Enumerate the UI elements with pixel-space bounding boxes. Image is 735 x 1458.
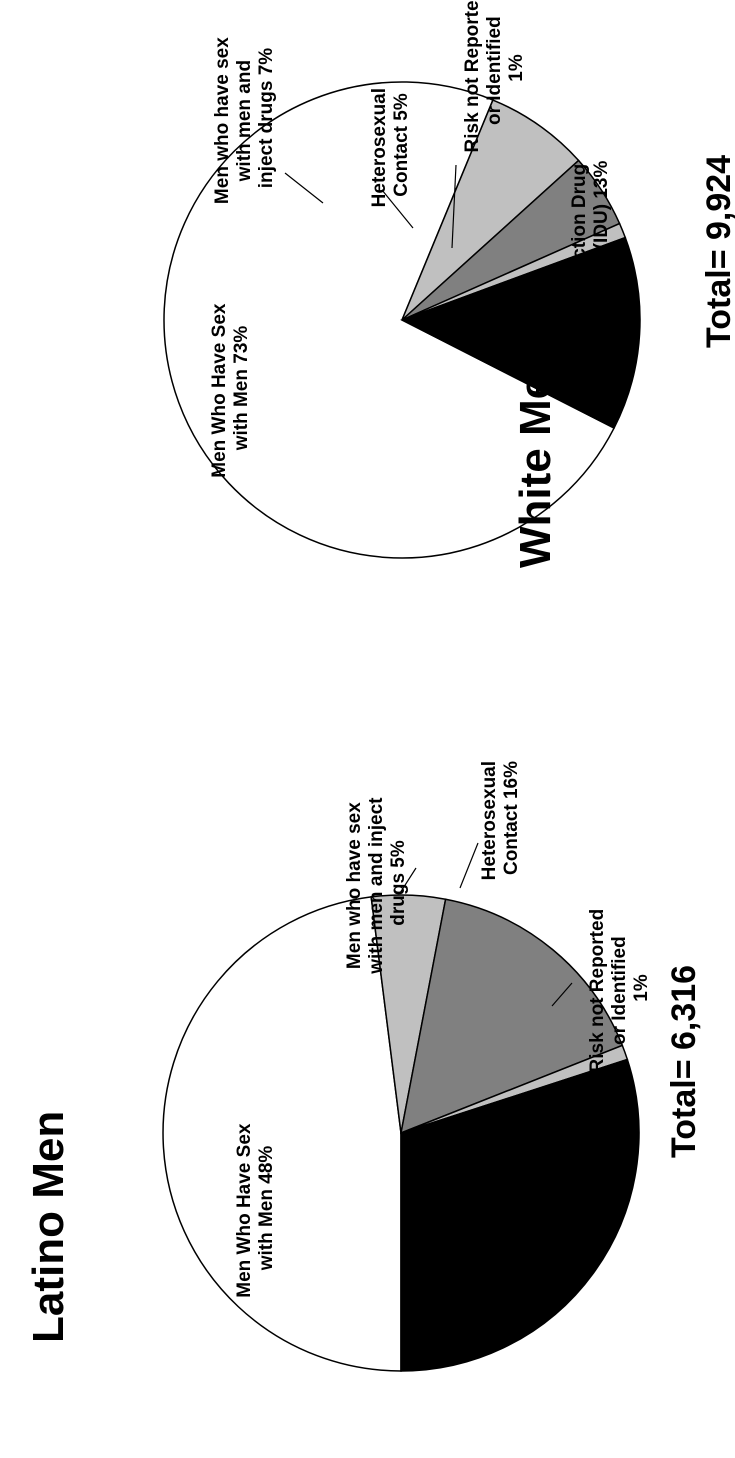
latino-leader-line-risk: [551, 982, 573, 1007]
latino-slice-label-msm-idu: Men who have sex with men and inject dru…: [344, 792, 409, 975]
white-slice-label-risk-not-reported: Risk not Reported or Identified 1%: [462, 0, 527, 152]
latino-pie-slice-0: [162, 896, 402, 1372]
white-risk-line-3: 1%: [506, 54, 527, 82]
white-men-title: White Men: [511, 348, 560, 568]
latino-msm-line-2: with Men 48%: [256, 1146, 277, 1272]
white-msm-idu-line-2: with men and: [234, 60, 255, 182]
white-slice-label-msm-idu: Men who have sex with men and inject dru…: [212, 32, 277, 204]
latino-leader-line-msm-idu: [399, 867, 417, 894]
rotated-figure: Latino Men White Men Total= 6,316 Total=…: [24, 0, 735, 1372]
latino-pie-slice-2: [400, 898, 624, 1135]
white-slice-label-msm: Men Who Have Sex with Men 73%: [209, 298, 252, 478]
white-pie-slice-0: [163, 81, 616, 559]
white-hetero-line-2: Contact 5%: [391, 93, 412, 197]
latino-risk-line-1: Risk not Reported: [587, 909, 608, 1073]
latino-msm-line-1: Men Who Have Sex: [234, 1123, 255, 1298]
latino-slice-label-msm: Men Who Have Sex with Men 48%: [234, 1118, 277, 1298]
white-idu-line-2: Use (IDU) 13%: [591, 160, 612, 289]
white-hetero-line-1: Heterosexual: [369, 88, 390, 207]
latino-pie-slice-4: [400, 1058, 640, 1372]
latino-leader-line-heterosexual: [459, 842, 479, 889]
latino-risk-line-2: or Identified: [609, 936, 630, 1045]
white-leader-line-heterosexual: [381, 189, 414, 229]
white-leader-line-risk: [451, 164, 457, 249]
white-msm-idu-line-3: inject drugs 7%: [256, 48, 277, 189]
latino-men-title: Latino Men: [24, 1111, 73, 1343]
white-pie-slice-4: [400, 236, 641, 430]
white-msm-line-1: Men Who Have Sex: [209, 303, 230, 478]
latino-slice-label-risk-not-reported: Risk not Reported or Identified 1%: [587, 904, 652, 1073]
white-men-pie: [163, 81, 641, 559]
white-men-total: Total= 9,924: [700, 155, 735, 348]
white-leader-line-idu: [516, 267, 544, 294]
latino-msm-idu-line-1: Men who have sex: [344, 802, 365, 969]
latino-hetero-line-2: Contact 16%: [501, 761, 522, 875]
white-msm-line-2: with Men 73%: [231, 326, 252, 452]
latino-hetero-line-1: Heterosexual: [479, 761, 500, 880]
latino-slice-label-heterosexual: Heterosexual Contact 16%: [479, 756, 522, 881]
latino-risk-line-3: 1%: [631, 974, 652, 1002]
latino-men-pie: [162, 894, 640, 1372]
latino-men-total: Total= 6,316: [665, 965, 703, 1158]
white-idu-line-1: Injection Drug: [569, 164, 590, 292]
white-msm-idu-line-1: Men who have sex: [212, 37, 233, 204]
white-risk-line-2: or Identified: [484, 16, 505, 125]
white-risk-line-1: Risk not Reported: [462, 0, 483, 152]
white-leader-line-msm-idu: [284, 172, 324, 204]
latino-msm-idu-line-2: with men and inject: [366, 797, 387, 975]
white-pie-slice-1: [401, 99, 580, 321]
white-slice-label-idu: Injection Drug Use (IDU) 13%: [569, 158, 612, 291]
white-slice-label-heterosexual: Heterosexual Contact 5%: [369, 83, 412, 208]
latino-msm-idu-line-3: drugs 5%: [388, 840, 409, 926]
